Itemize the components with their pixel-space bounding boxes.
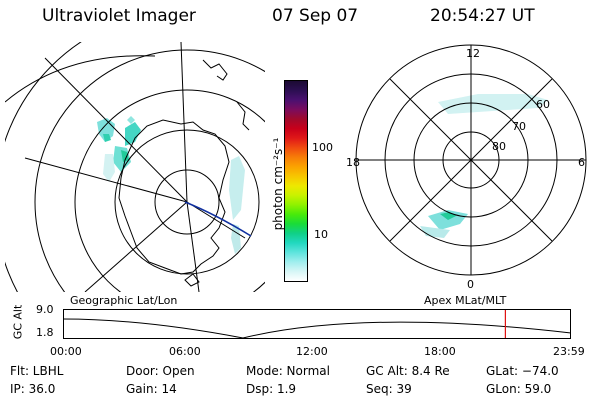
mlt-6-label: 6 [578, 156, 585, 169]
xtick-3: 18:00 [424, 345, 456, 358]
colorbar [284, 80, 308, 282]
info-gain: Gain: 14 [126, 382, 177, 396]
altitude-plot [63, 309, 571, 339]
aurora-emission [97, 116, 245, 254]
info-dsp: Dsp: 1.9 [246, 382, 297, 396]
xtick-0: 00:00 [50, 345, 82, 358]
geographic-map [5, 42, 265, 292]
info-mode: Mode: Normal [246, 364, 330, 378]
mlt-12-label: 12 [466, 47, 480, 60]
lat-80-label: 80 [492, 140, 506, 153]
info-seq: Seq: 39 [366, 382, 412, 396]
date-label: 07 Sep 07 [272, 6, 359, 26]
mlt-18-label: 18 [346, 156, 360, 169]
geographic-label: Geographic Lat/Lon [70, 294, 178, 307]
lat-60-label: 60 [536, 98, 550, 111]
info-flt: Flt: LBHL [10, 364, 64, 378]
magnetic-polar-dial [355, 44, 587, 276]
info-glat: GLat: −74.0 [486, 364, 559, 378]
info-door: Door: Open [126, 364, 195, 378]
instrument-title: Ultraviolet Imager [42, 6, 196, 26]
alt-ylabel: GC Alt [11, 304, 25, 340]
colorbar-tick-10: 10 [314, 228, 328, 241]
altitude-curve [63, 318, 571, 339]
xtick-4: 23:59 [553, 345, 585, 358]
aurora-emission-mag [420, 94, 548, 238]
lat-70-label: 70 [512, 120, 526, 133]
info-ip: IP: 36.0 [10, 382, 56, 396]
apex-label: Apex MLat/MLT [424, 294, 507, 307]
mlt-0-label: 0 [467, 278, 474, 291]
xtick-1: 06:00 [169, 345, 201, 358]
info-glon: GLon: 59.0 [486, 382, 552, 396]
colorbar-label: photon cm⁻²s⁻¹ [271, 137, 285, 231]
xtick-2: 12:00 [296, 345, 328, 358]
time-label: 20:54:27 UT [430, 6, 535, 26]
colorbar-tick-100: 100 [312, 141, 333, 154]
info-gcalt: GC Alt: 8.4 Re [366, 364, 450, 378]
alt-ymin: 1.8 [36, 326, 54, 339]
alt-ymax: 9.0 [36, 303, 54, 316]
